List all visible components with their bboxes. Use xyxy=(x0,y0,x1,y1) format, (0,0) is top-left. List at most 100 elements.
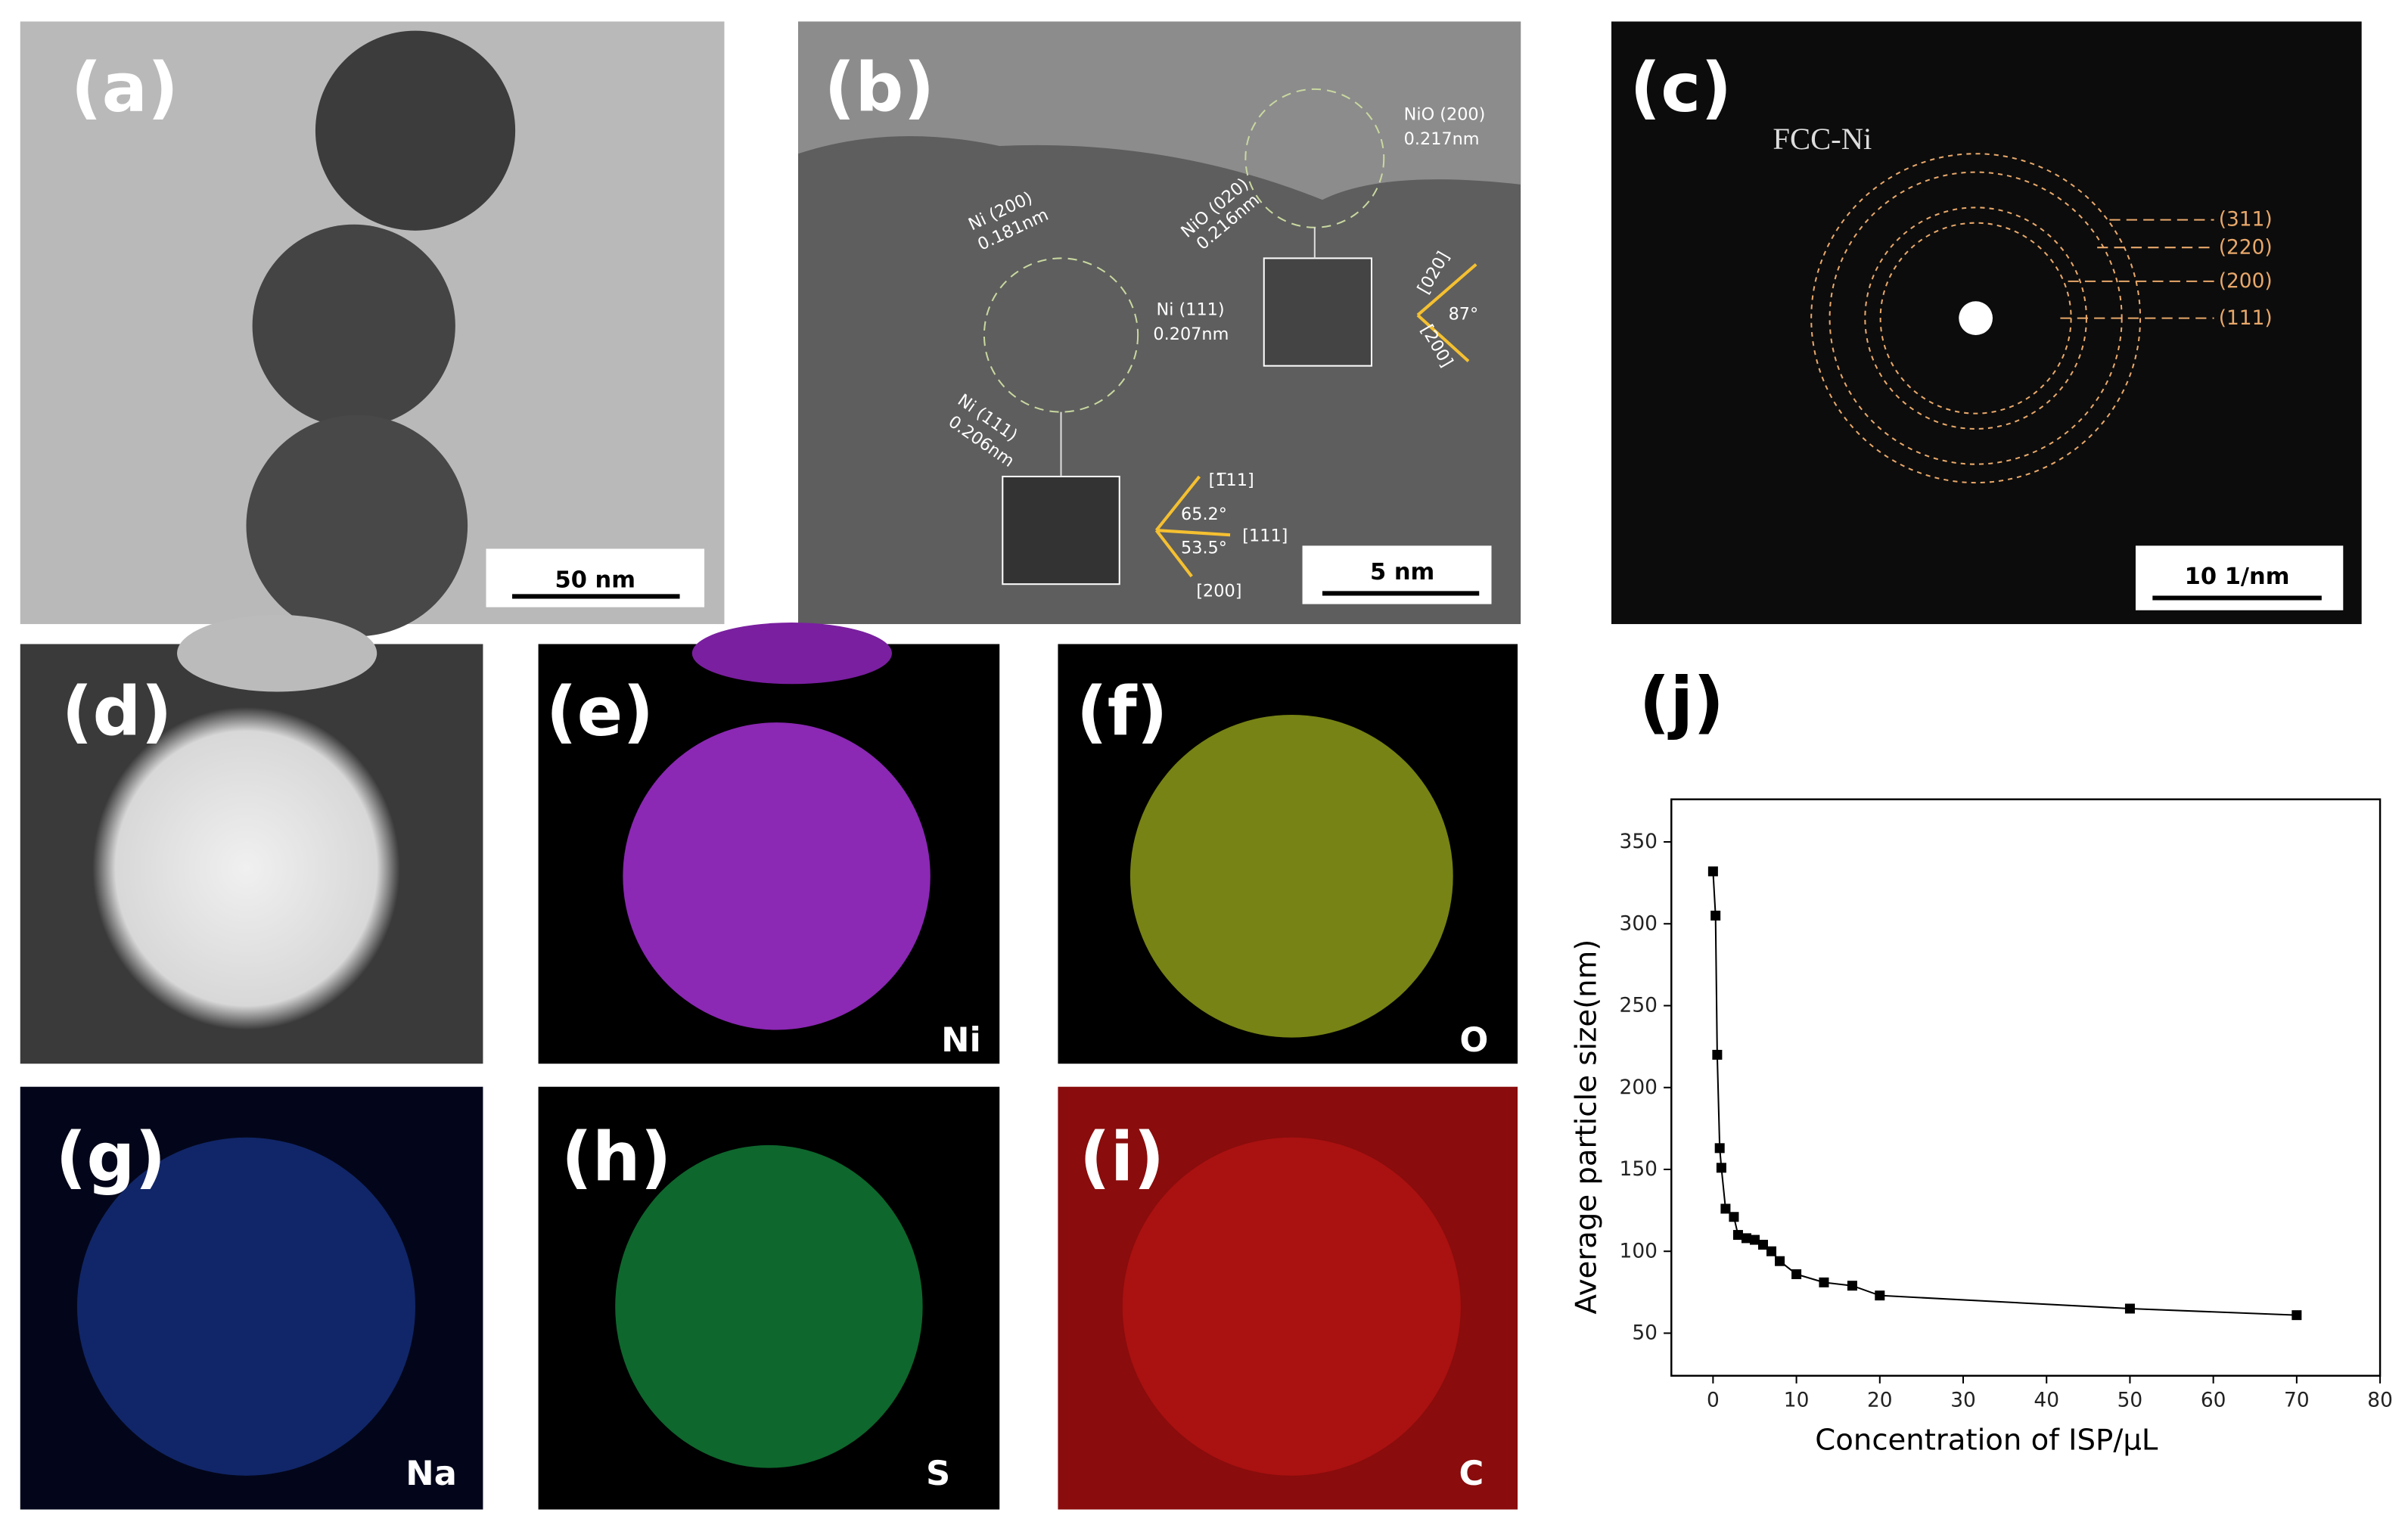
panel-label: (e) xyxy=(546,672,654,751)
direction-arrows xyxy=(1154,262,1477,578)
y-tick-label: 150 xyxy=(1620,1157,1658,1181)
panel-g: (g) Na xyxy=(20,1086,483,1510)
data-point xyxy=(1791,1269,1802,1280)
y-tick-label: 100 xyxy=(1620,1239,1658,1262)
panel-label: (h) xyxy=(561,1119,671,1197)
particle xyxy=(246,415,468,637)
panel-label: (i) xyxy=(1080,1119,1164,1197)
annotation: 0.217nm xyxy=(1404,129,1480,149)
panel-label: (j) xyxy=(1639,663,1724,742)
panel-label: (d) xyxy=(62,672,172,751)
data-point xyxy=(1775,1256,1785,1266)
x-tick-label: 80 xyxy=(2367,1388,2393,1411)
panel-h: (h) S xyxy=(538,1086,1000,1510)
annotation: [111] xyxy=(1242,526,1288,545)
element-label: O xyxy=(1459,1020,1488,1060)
region xyxy=(983,257,1139,413)
annotation: 87° xyxy=(1449,305,1479,325)
y-axis-label: Average particle size(nm) xyxy=(1570,939,1604,1315)
fft-inset xyxy=(1263,257,1373,367)
fft-inset xyxy=(1002,475,1120,585)
element-signal xyxy=(623,722,931,1030)
x-tick-label: 30 xyxy=(1950,1388,1976,1411)
element-label: Na xyxy=(405,1454,457,1493)
x-tick-label: 60 xyxy=(2201,1388,2226,1411)
panel-d: (d) xyxy=(20,614,483,1064)
y-tick-label: 250 xyxy=(1620,994,1658,1017)
plot-frame xyxy=(1670,798,2382,1377)
x-axis-label: Concentration of ISP/μL xyxy=(1815,1423,2158,1457)
annotation: [1̅11] xyxy=(1209,470,1254,490)
data-point xyxy=(1712,1049,1723,1060)
particle xyxy=(252,224,455,427)
panel-label: (c) xyxy=(1630,48,1732,127)
x-tick-label: 0 xyxy=(1707,1388,1720,1411)
element-label: Ni xyxy=(941,1020,981,1060)
element-label: C xyxy=(1459,1454,1484,1493)
x-tick-label: 50 xyxy=(2117,1388,2143,1411)
data-point xyxy=(1710,910,1721,921)
ring-leaders xyxy=(2060,219,2214,319)
particle xyxy=(92,706,400,1030)
element-signal xyxy=(76,1137,416,1476)
data-point xyxy=(1716,1163,1726,1173)
data-point xyxy=(1819,1277,1829,1287)
panel-label: (f) xyxy=(1077,672,1168,751)
element-signal xyxy=(615,1144,923,1468)
particle xyxy=(177,614,378,692)
panel-i: (i) C xyxy=(1058,1086,1518,1510)
panel-j: (j) Concentration of ISP/μL Average part… xyxy=(1570,663,2393,1457)
annotation: 0.207nm xyxy=(1153,325,1229,344)
data-line xyxy=(1712,871,2297,1316)
annotation: [200] xyxy=(1196,581,1241,601)
x-tick-label: 10 xyxy=(1784,1388,1810,1411)
amorphous-edge xyxy=(798,21,1521,200)
scale-bar-label: 5 nm xyxy=(1370,559,1434,585)
ring-label: (200) xyxy=(2219,269,2273,293)
ring-label: (111) xyxy=(2219,306,2273,330)
ring-label: (311) xyxy=(2219,208,2273,231)
element-signal xyxy=(1129,714,1453,1038)
element-label: S xyxy=(926,1454,950,1493)
data-point xyxy=(2124,1303,2135,1314)
data-point xyxy=(1720,1203,1731,1214)
data-point xyxy=(1847,1281,1857,1291)
element-signal xyxy=(691,623,892,685)
panel-e: (e) Ni xyxy=(538,623,1000,1064)
panel-f: (f) O xyxy=(1058,644,1518,1064)
data-point xyxy=(1729,1212,1739,1222)
x-tick-label: 20 xyxy=(1867,1388,1893,1411)
y-tick-label: 300 xyxy=(1620,911,1658,935)
element-signal xyxy=(1122,1137,1461,1476)
panel-a: (a) 50 nm xyxy=(20,21,725,637)
central-spot xyxy=(1959,301,1993,336)
data-point xyxy=(2291,1310,2302,1321)
x-tick-label: 40 xyxy=(2034,1388,2059,1411)
panel-label: (b) xyxy=(825,48,935,127)
data-point xyxy=(1766,1246,1777,1256)
pattern-title: FCC-Ni xyxy=(1773,122,1872,156)
annotation: Ni (111) xyxy=(1157,300,1225,320)
data-point xyxy=(1707,866,1718,877)
y-tick-label: 50 xyxy=(1632,1321,1658,1345)
scale-bar-label: 50 nm xyxy=(555,567,635,593)
panel-b: NiO (200) 0.217nm Ni (200) 0.181nm NiO (… xyxy=(798,21,1521,625)
y-tick-label: 350 xyxy=(1620,830,1658,853)
y-tick-label: 200 xyxy=(1620,1076,1658,1099)
x-tick-label: 70 xyxy=(2284,1388,2310,1411)
particle xyxy=(315,30,516,231)
annotation: 53.5° xyxy=(1181,539,1227,558)
annotation: NiO (200) xyxy=(1404,105,1486,125)
panel-c: (311) (220) (200) (111) FCC-Ni (c) 10 1/… xyxy=(1611,21,2362,625)
data-point xyxy=(1757,1240,1769,1250)
annotation: 65.2° xyxy=(1181,505,1227,524)
scale-bar-label: 10 1/nm xyxy=(2185,564,2290,590)
panel-label: (g) xyxy=(56,1119,166,1197)
data-point xyxy=(1741,1233,1751,1244)
data-point xyxy=(1749,1234,1760,1245)
ring-label: (220) xyxy=(2219,235,2273,259)
data-point xyxy=(1714,1143,1725,1154)
data-point xyxy=(1875,1290,1885,1301)
